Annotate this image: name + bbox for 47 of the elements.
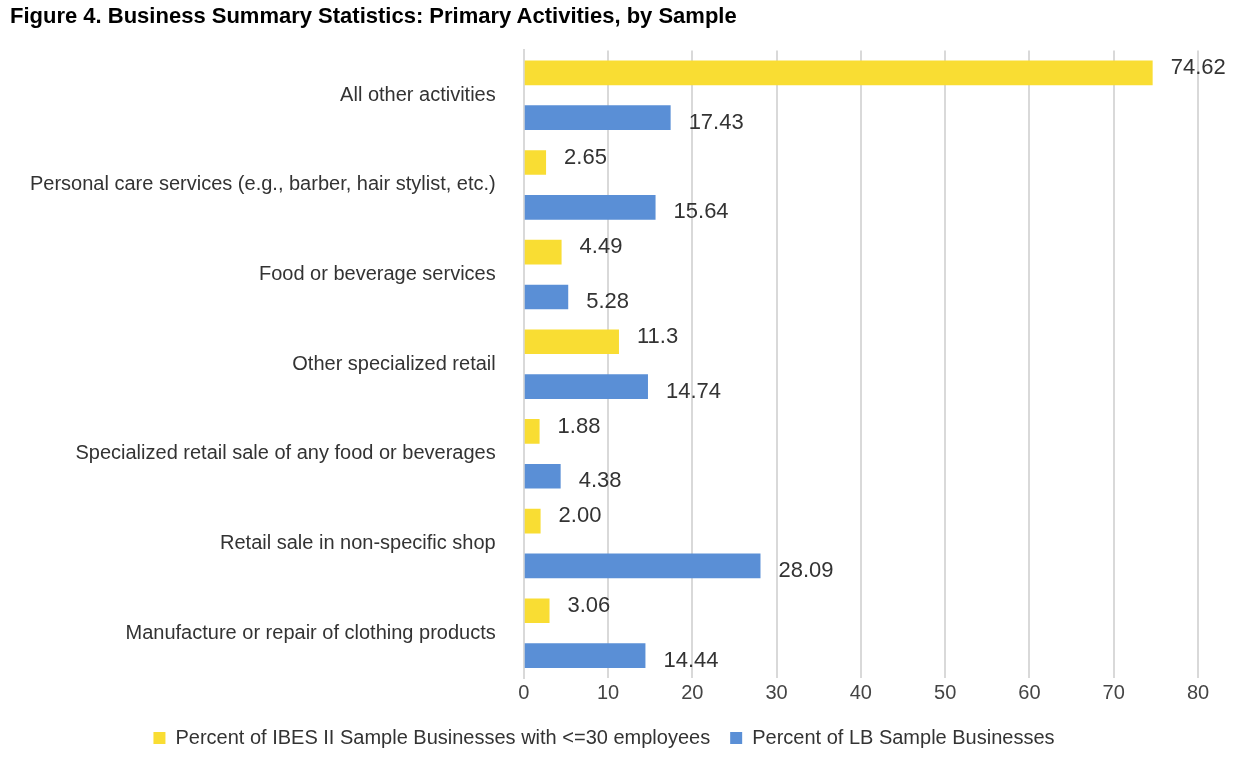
bar	[524, 419, 540, 444]
y-tick-label: Specialized retail sale of any food or beverages	[75, 441, 496, 464]
legend-label: Percent of IBES II Sample Businesses with <=30 employees	[175, 725, 711, 748]
data-label: 14.44	[663, 646, 719, 672]
x-tick-label: 0	[518, 680, 530, 703]
data-label: 28.09	[778, 556, 834, 582]
y-tick-label: Other specialized retail	[292, 351, 496, 374]
x-tick-label: 60	[1018, 680, 1041, 703]
bar	[524, 643, 646, 668]
y-tick-label: Food or beverage services	[258, 262, 496, 285]
bar	[524, 105, 671, 130]
data-label: 2.65	[564, 143, 607, 169]
y-tick-label: Personal care services (e.g., barber, hair stylist, etc.)	[30, 172, 496, 195]
y-tick-label: Retail sale in non-specific shop	[220, 531, 496, 554]
bar	[524, 598, 550, 624]
data-label: 2.00	[558, 502, 602, 528]
data-label: 5.28	[586, 288, 630, 314]
bar	[524, 150, 547, 175]
data-label: 15.64	[673, 198, 729, 224]
x-tick-label: 50	[934, 680, 957, 703]
data-label: 74.62	[1170, 53, 1226, 79]
y-tick-label: Manufacture or repair of clothing products	[125, 620, 496, 643]
bar	[524, 329, 619, 355]
chart-title: Figure 4. Business Summary Statistics: Primary Activities, by Sample	[10, 3, 737, 29]
x-tick-label: 10	[596, 680, 620, 703]
bar	[524, 60, 1153, 86]
data-label: 3.06	[567, 591, 611, 617]
y-tick-label: All other activities	[340, 82, 496, 105]
bar	[524, 463, 561, 489]
legend-label: Percent of LB Sample Businesses	[752, 725, 1055, 748]
data-label: 1.88	[557, 412, 601, 438]
bar	[524, 374, 648, 399]
data-label: 4.49	[579, 233, 623, 259]
bar	[524, 194, 656, 220]
x-tick-label: 30	[765, 680, 788, 703]
x-tick-label: 80	[1186, 680, 1210, 703]
x-tick-label: 20	[681, 680, 704, 703]
bar	[524, 508, 541, 534]
data-label: 17.43	[688, 108, 744, 134]
bar	[524, 284, 569, 310]
data-label: 14.74	[665, 377, 722, 403]
data-label: 4.38	[578, 467, 622, 493]
data-label: 11.3	[636, 322, 679, 348]
x-tick-label: 40	[849, 680, 872, 703]
bar	[524, 553, 761, 579]
bar	[524, 239, 562, 265]
x-tick-label: 70	[1102, 680, 1125, 703]
